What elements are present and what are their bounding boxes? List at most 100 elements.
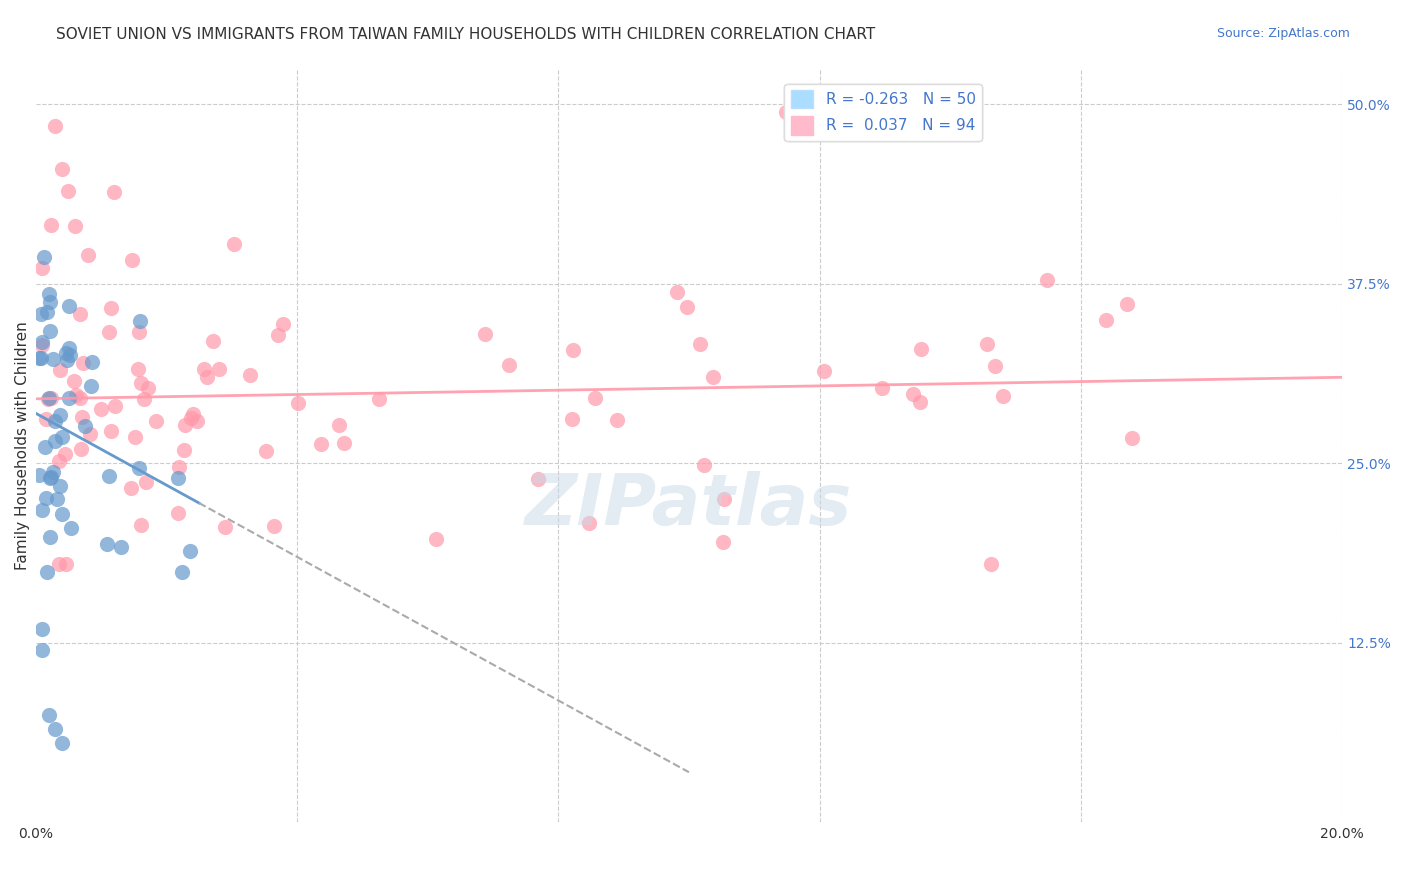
Point [51, 429, 73, 443]
Point [263, 518, 285, 533]
Point [31, 503, 53, 517]
Point [48, 454, 70, 468]
Point [97, 469, 120, 483]
Point [76, 248, 98, 262]
Point [90, 402, 112, 417]
Point [425, 533, 447, 547]
Point [69, 442, 91, 456]
Point [1121, 432, 1143, 446]
Point [65, 388, 87, 402]
Point [51, 507, 73, 521]
Point [44, 119, 66, 133]
Point [870, 381, 893, 395]
Point [39, 324, 62, 338]
Point [39, 218, 62, 232]
Point [80, 354, 103, 368]
Point [128, 326, 150, 340]
Point [31, 261, 53, 276]
Point [31, 335, 53, 350]
Point [676, 300, 699, 314]
Point [131, 517, 153, 532]
Text: Source: ZipAtlas.com: Source: ZipAtlas.com [1216, 27, 1350, 40]
Point [167, 506, 190, 520]
Point [39, 471, 62, 485]
Point [214, 520, 236, 534]
Point [138, 381, 160, 395]
Point [689, 336, 711, 351]
Point [271, 317, 294, 331]
Point [266, 327, 288, 342]
Point [63, 375, 86, 389]
Point [167, 459, 190, 474]
Point [474, 326, 496, 341]
Point [41, 351, 63, 366]
Point [69, 307, 91, 321]
Point [38, 287, 60, 301]
Point [96, 536, 118, 550]
Point [63, 219, 86, 234]
Point [702, 370, 724, 384]
Point [980, 557, 1002, 571]
Point [713, 492, 735, 507]
Point [775, 104, 797, 119]
Point [100, 301, 122, 315]
Point [69, 392, 91, 406]
Point [813, 364, 835, 378]
Point [28, 351, 51, 365]
Point [201, 334, 224, 348]
Point [80, 378, 103, 392]
Point [665, 285, 688, 300]
Point [28, 468, 51, 483]
Point [498, 358, 520, 372]
Point [222, 237, 245, 252]
Point [48, 557, 70, 571]
Point [58, 391, 80, 405]
Point [207, 361, 229, 376]
Point [39, 470, 62, 484]
Point [34, 440, 56, 454]
Point [984, 359, 1007, 373]
Point [180, 411, 202, 425]
Point [134, 392, 156, 407]
Point [135, 475, 157, 489]
Legend: R = -0.263   N = 50, R =  0.037   N = 94: R = -0.263 N = 50, R = 0.037 N = 94 [785, 84, 981, 141]
Point [172, 565, 194, 579]
Point [55, 353, 77, 368]
Point [1095, 313, 1118, 327]
Point [121, 253, 143, 268]
Point [79, 427, 101, 442]
Point [39, 391, 62, 405]
Point [328, 418, 350, 433]
Point [100, 424, 122, 438]
Y-axis label: Family Households with Children: Family Households with Children [15, 321, 30, 570]
Point [173, 442, 195, 457]
Point [44, 722, 66, 736]
Point [110, 540, 132, 554]
Point [31, 622, 53, 636]
Point [1115, 297, 1137, 311]
Point [195, 369, 218, 384]
Point [37, 565, 59, 579]
Point [34, 250, 56, 264]
Point [44, 414, 66, 428]
Point [58, 184, 80, 198]
Point [121, 481, 143, 495]
Point [39, 530, 62, 544]
Point [287, 396, 309, 410]
Point [51, 162, 73, 177]
Point [59, 521, 82, 535]
Point [692, 458, 714, 472]
Point [38, 707, 60, 722]
Text: SOVIET UNION VS IMMIGRANTS FROM TAIWAN FAMILY HOUSEHOLDS WITH CHILDREN CORRELATI: SOVIET UNION VS IMMIGRANTS FROM TAIWAN F… [56, 27, 876, 42]
Point [908, 395, 931, 409]
Point [49, 479, 72, 493]
Point [37, 392, 59, 406]
Point [167, 471, 190, 485]
Point [527, 472, 550, 486]
Point [31, 337, 53, 351]
Point [104, 399, 127, 413]
Point [561, 343, 583, 358]
Point [51, 736, 73, 750]
Point [103, 185, 125, 199]
Point [606, 412, 628, 426]
